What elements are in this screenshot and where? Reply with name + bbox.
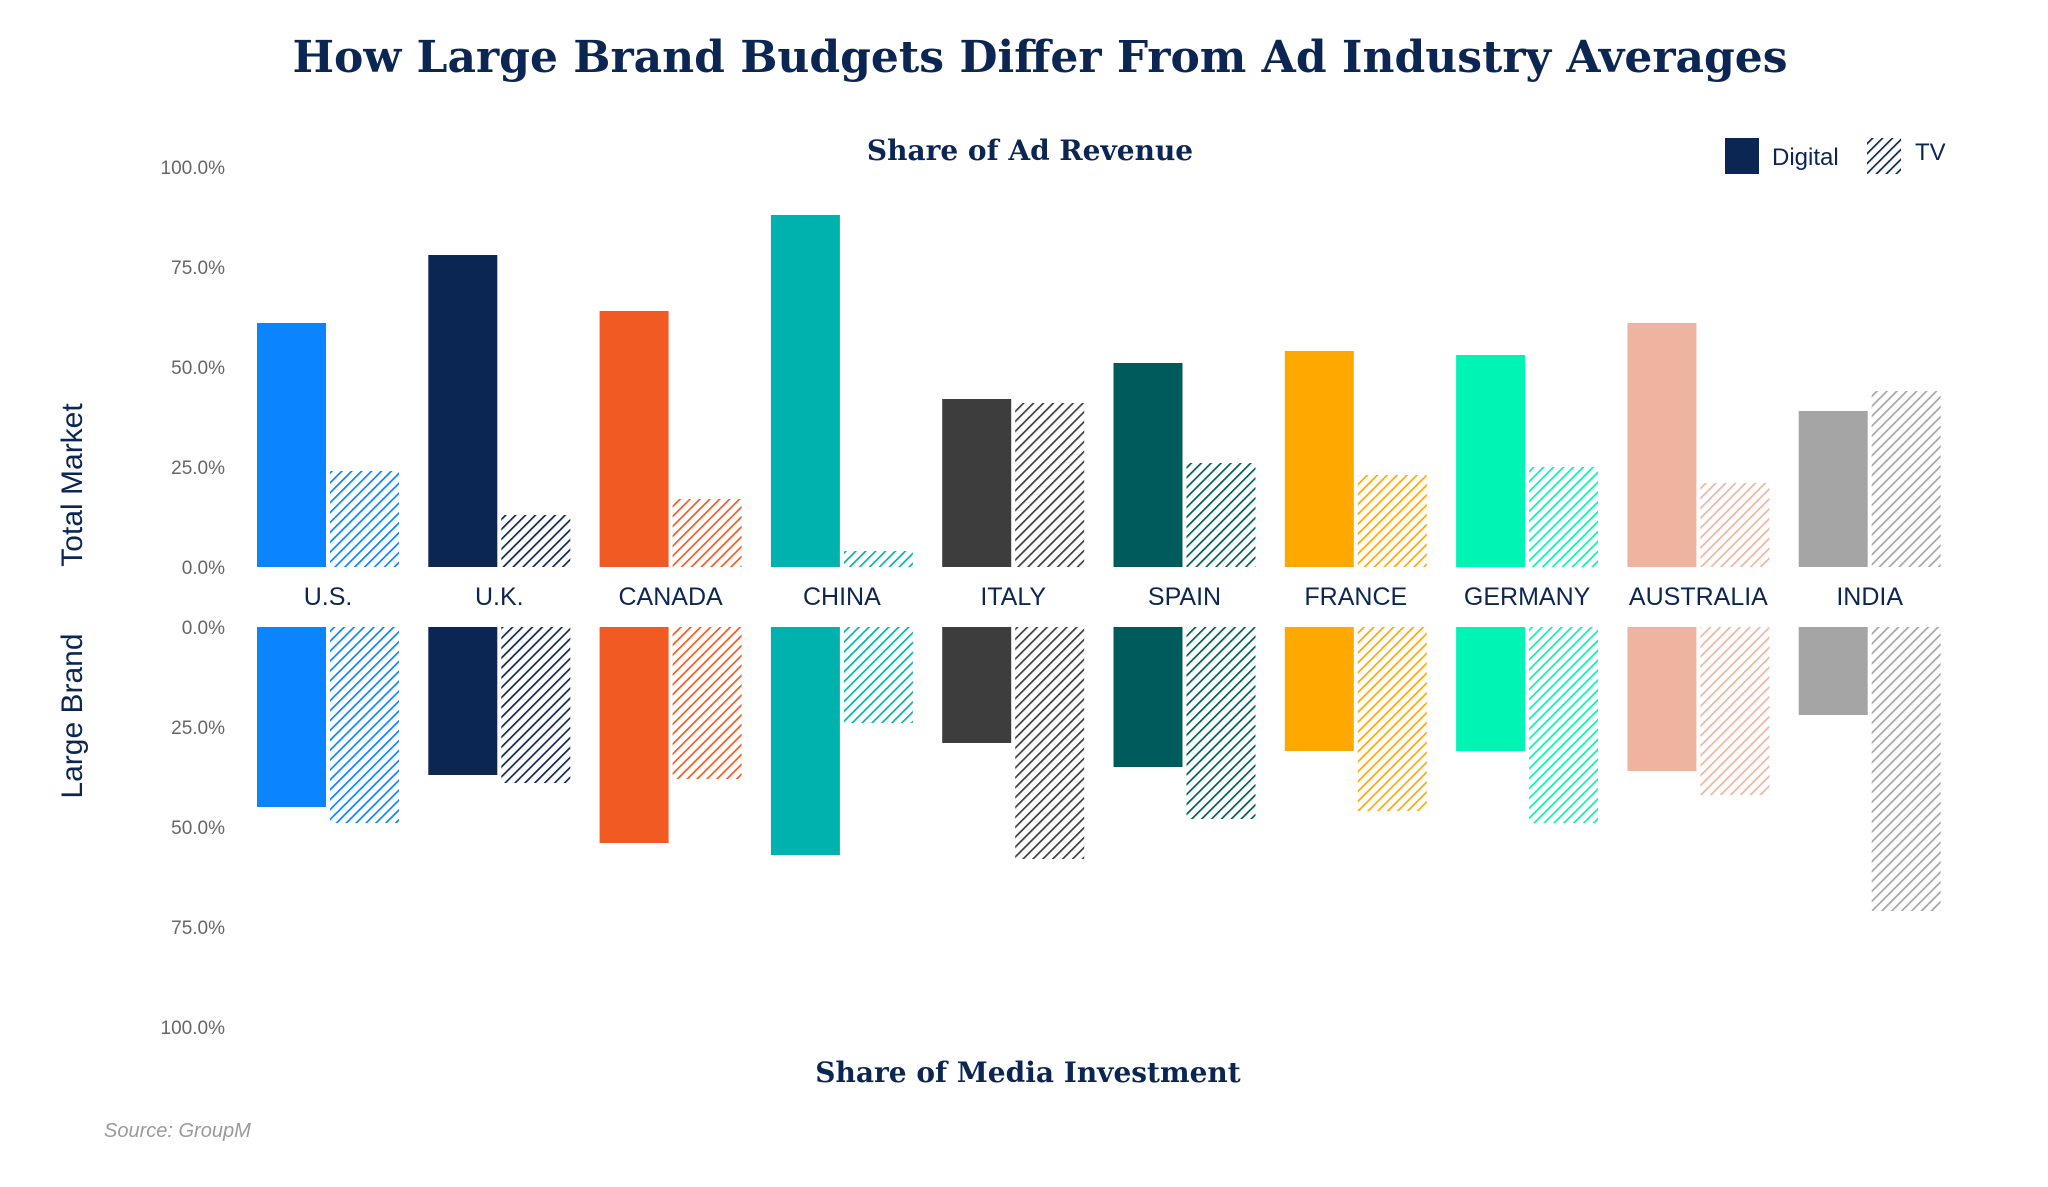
bar-total-tv-spain: [1186, 463, 1256, 567]
bars: [257, 215, 1941, 911]
top-tick-label: 50.0%: [171, 358, 225, 379]
bottom-tick-label: 0.0%: [182, 618, 225, 639]
bar-total-digital-u-s: [257, 323, 326, 567]
bar-brand-tv-australia: [1700, 627, 1770, 795]
legend: Digital TV: [1725, 138, 1946, 174]
top-subtitle: Share of Ad Revenue: [867, 134, 1193, 167]
bar-total-digital-australia: [1627, 323, 1697, 567]
bar-brand-tv-china: [843, 627, 913, 723]
bar-total-digital-germany: [1456, 355, 1526, 567]
bar-brand-digital-u-k: [428, 627, 498, 775]
bar-total-digital-france: [1284, 351, 1354, 567]
bar-total-digital-canada: [599, 311, 669, 567]
bottom-subtitle: Share of Media Investment: [815, 1056, 1240, 1089]
category-labels: U.S. U.K. CANADA CHINA ITALY SPAIN FRANCE GERMA…: [304, 583, 1904, 611]
category-label-india: INDIA: [1836, 583, 1903, 611]
bar-total-tv-germany: [1529, 467, 1599, 567]
bar-total-digital-italy: [942, 399, 1012, 567]
bar-brand-tv-france: [1357, 627, 1427, 811]
bar-total-tv-china: [843, 551, 913, 567]
bar-brand-digital-china: [770, 627, 840, 855]
bottom-tick-label: 75.0%: [171, 918, 225, 939]
category-label-france: FRANCE: [1304, 583, 1407, 611]
bar-total-tv-u-k: [501, 515, 571, 567]
bar-total-tv-france: [1357, 475, 1427, 567]
category-label-u-s: U.S.: [304, 583, 353, 611]
bar-brand-tv-italy: [1015, 627, 1085, 859]
top-tick-label: 25.0%: [171, 458, 225, 479]
legend-tv-label: TV: [1915, 139, 1946, 166]
category-label-u-k: U.K.: [475, 583, 524, 611]
source-note: Source: GroupM: [104, 1120, 251, 1142]
legend-digital-swatch: [1725, 138, 1759, 174]
bar-total-digital-india: [1798, 411, 1868, 567]
top-tick-label: 0.0%: [182, 558, 225, 579]
bar-total-tv-italy: [1015, 403, 1085, 567]
legend-tv-swatch: [1867, 138, 1901, 174]
bar-brand-tv-canada: [672, 627, 742, 779]
bar-brand-digital-germany: [1456, 627, 1526, 751]
top-tick-label: 75.0%: [171, 258, 225, 279]
chart-title: How Large Brand Budgets Differ From Ad I…: [292, 32, 1787, 83]
category-label-australia: AUSTRALIA: [1629, 583, 1768, 611]
bar-brand-digital-india: [1798, 627, 1868, 715]
bar-total-digital-spain: [1113, 363, 1183, 567]
legend-digital-label: Digital: [1772, 144, 1839, 171]
bottom-tick-label: 25.0%: [171, 718, 225, 739]
category-label-italy: ITALY: [980, 583, 1046, 611]
category-label-germany: GERMANY: [1464, 583, 1591, 611]
bottom-tick-label: 50.0%: [171, 818, 225, 839]
category-label-spain: SPAIN: [1148, 583, 1221, 611]
bar-brand-digital-spain: [1113, 627, 1183, 767]
bar-brand-digital-italy: [942, 627, 1012, 743]
category-label-china: CHINA: [803, 583, 881, 611]
bar-brand-tv-u-k: [501, 627, 571, 783]
bar-brand-tv-india: [1871, 627, 1941, 911]
bar-brand-tv-spain: [1186, 627, 1256, 819]
bar-brand-digital-france: [1284, 627, 1354, 751]
bar-brand-digital-canada: [599, 627, 669, 843]
bottom-tick-label: 100.0%: [161, 1018, 226, 1039]
top-axis-ticks: 100.0% 75.0% 50.0% 25.0% 0.0%: [161, 158, 226, 579]
bar-brand-tv-u-s: [330, 627, 399, 823]
bar-total-digital-china: [770, 215, 840, 567]
bar-total-tv-canada: [672, 499, 742, 567]
bar-brand-digital-u-s: [257, 627, 326, 807]
category-label-canada: CANADA: [619, 583, 724, 611]
bar-total-tv-u-s: [330, 471, 399, 567]
top-panel-label: Total Market: [56, 403, 89, 567]
bar-brand-digital-australia: [1627, 627, 1697, 771]
bar-total-tv-australia: [1700, 483, 1770, 567]
bottom-axis-ticks: 0.0% 25.0% 50.0% 75.0% 100.0%: [161, 618, 226, 1039]
top-tick-label: 100.0%: [161, 158, 226, 179]
bar-total-tv-india: [1871, 391, 1941, 567]
bar-total-digital-u-k: [428, 255, 498, 567]
bar-brand-tv-germany: [1529, 627, 1599, 823]
bottom-panel-label: Large Brand: [56, 633, 89, 798]
